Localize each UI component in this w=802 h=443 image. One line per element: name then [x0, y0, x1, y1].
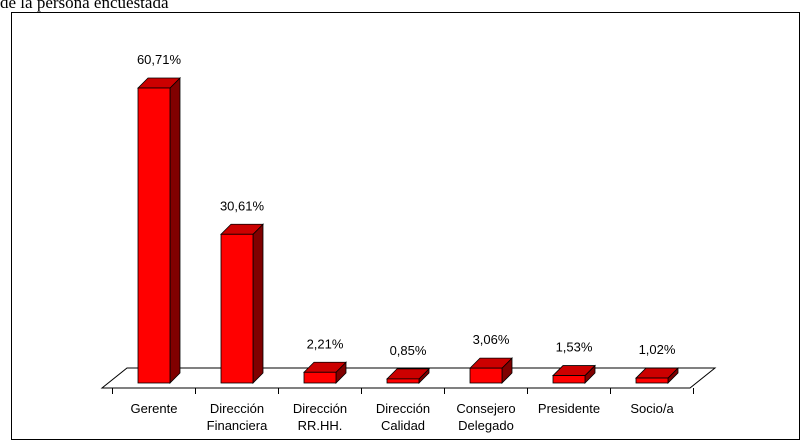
value-label: 0,85%: [390, 343, 427, 358]
bar-front: [220, 233, 254, 384]
bar-front: [635, 377, 669, 384]
bar: [469, 357, 513, 384]
top-caption: de la persona encuestada: [0, 0, 169, 12]
bar: [386, 367, 430, 384]
value-label: 60,71%: [137, 52, 182, 67]
value-label: 3,06%: [473, 332, 510, 347]
category-label: Delegado: [458, 418, 514, 433]
bar: [137, 77, 181, 384]
bar: [552, 364, 596, 384]
category-label: Dirección: [210, 401, 264, 416]
category-label: Gerente: [131, 401, 178, 416]
category-label: Calidad: [381, 418, 425, 433]
bar-front: [303, 371, 337, 384]
bar: [635, 367, 679, 384]
value-label: 30,61%: [220, 198, 265, 213]
category-label: Consejero: [456, 401, 515, 416]
bar-side: [252, 223, 264, 384]
value-label: 1,53%: [556, 340, 593, 355]
category-label: RR.HH.: [298, 418, 343, 433]
category-label: Dirección: [376, 401, 430, 416]
bar-front: [469, 367, 503, 384]
bar: [303, 361, 347, 384]
bar: [220, 223, 264, 384]
category-label: Presidente: [538, 401, 600, 416]
bar-side: [169, 77, 181, 384]
category-label: Socio/a: [630, 401, 674, 416]
bar-front: [552, 375, 586, 384]
bar-front: [137, 87, 171, 384]
category-label: Dirección: [293, 401, 347, 416]
category-label: Financiera: [207, 418, 268, 433]
bar-front: [386, 378, 420, 384]
value-label: 2,21%: [307, 336, 344, 351]
value-label: 1,02%: [639, 342, 676, 357]
